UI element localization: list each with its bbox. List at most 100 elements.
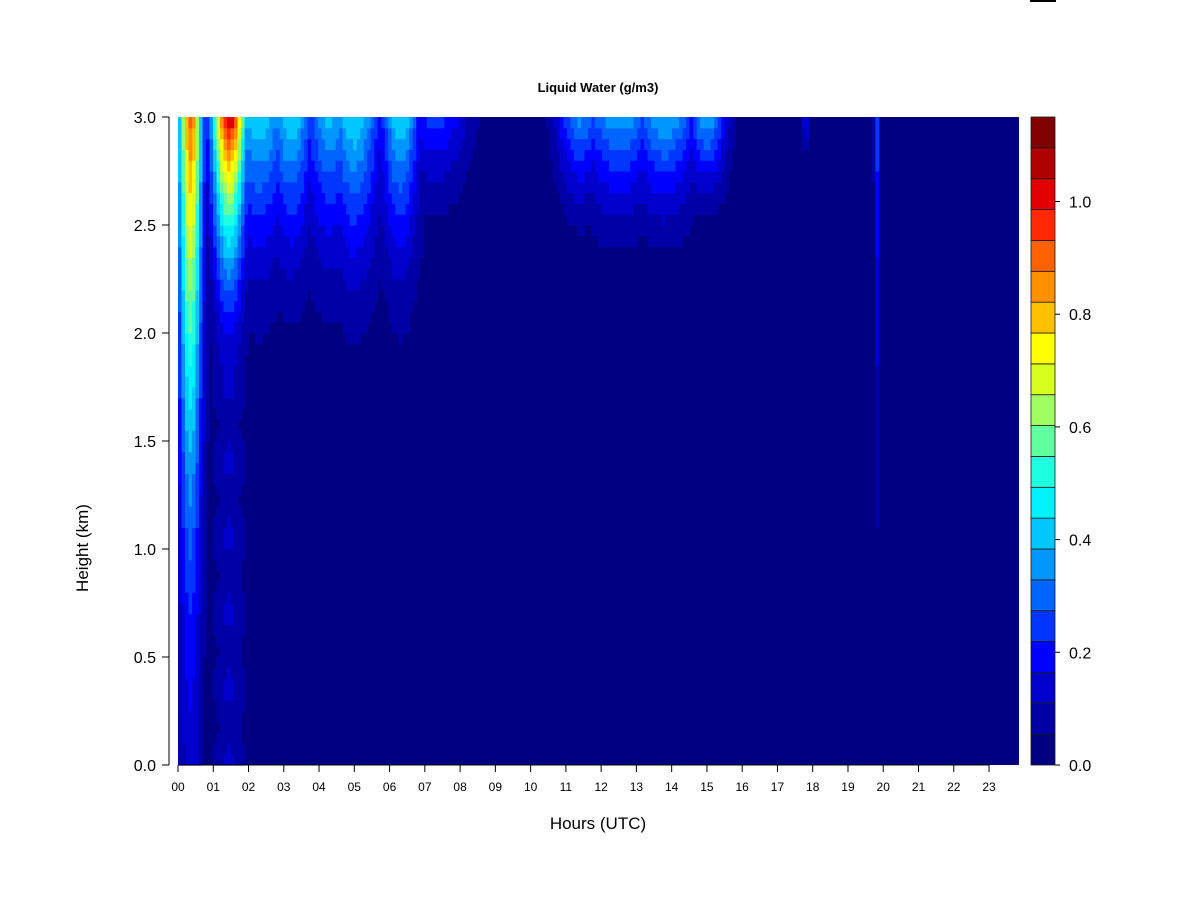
heatmap-cell xyxy=(335,279,340,291)
heatmap-cell xyxy=(700,171,705,183)
heatmap-cell xyxy=(363,311,368,323)
heatmap-cell xyxy=(328,171,333,183)
heatmap-cell xyxy=(213,333,218,345)
heatmap-cell xyxy=(875,397,880,410)
x-tick-label: 19 xyxy=(841,780,855,794)
heatmap-cell xyxy=(216,257,221,269)
heatmap-cell xyxy=(241,322,246,334)
heatmap-cell xyxy=(251,171,256,183)
heatmap-cell xyxy=(213,127,218,140)
heatmap-cell xyxy=(304,225,309,237)
heatmap-cell xyxy=(188,322,193,334)
heatmap-cell xyxy=(454,171,459,183)
heatmap-cell xyxy=(339,268,344,280)
heatmap-cell xyxy=(213,376,218,388)
heatmap-cell xyxy=(237,214,242,226)
heatmap-cell xyxy=(412,214,417,226)
heatmap-cell xyxy=(192,721,197,734)
heatmap-cell xyxy=(178,354,183,366)
heatmap-cell xyxy=(178,333,183,345)
heatmap-cell xyxy=(181,387,186,399)
heatmap-cell xyxy=(388,203,393,215)
chart-title: Liquid Water (g/m3) xyxy=(538,80,659,95)
heatmap-cell xyxy=(192,570,197,582)
heatmap-cell xyxy=(717,181,722,194)
heatmap-cell xyxy=(693,192,698,204)
heatmap-cell xyxy=(220,711,225,723)
heatmap-cell xyxy=(237,721,242,734)
heatmap-cell xyxy=(181,527,186,539)
heatmap-cell xyxy=(370,214,375,226)
heatmap-cell xyxy=(714,203,719,215)
heatmap-cell xyxy=(213,117,218,129)
heatmap-cell xyxy=(192,127,197,140)
heatmap-cell xyxy=(188,300,193,312)
heatmap-cell xyxy=(227,570,232,582)
x-tick-label: 15 xyxy=(700,780,714,794)
heatmap-cell xyxy=(805,127,810,140)
heatmap-cell xyxy=(353,311,358,323)
heatmap-cell xyxy=(689,138,694,150)
heatmap-cell xyxy=(265,214,270,226)
heatmap-cell xyxy=(440,127,445,140)
heatmap-cell xyxy=(304,246,309,258)
heatmap-cell xyxy=(202,181,207,194)
heatmap-cell xyxy=(223,160,228,172)
heatmap-cell xyxy=(220,387,225,399)
heatmap-cell xyxy=(293,181,298,194)
heatmap-cell xyxy=(468,127,473,140)
heatmap-cell xyxy=(195,181,200,194)
heatmap-cell xyxy=(679,149,684,161)
heatmap-cell xyxy=(703,171,708,183)
heatmap-cell xyxy=(395,181,400,194)
heatmap-cell xyxy=(440,203,445,215)
heatmap-cell xyxy=(623,117,628,129)
heatmap-cell xyxy=(258,192,263,204)
heatmap-cell xyxy=(353,246,358,258)
heatmap-cell xyxy=(661,225,666,237)
heatmap-cell xyxy=(290,268,295,280)
heatmap-cell xyxy=(178,721,183,734)
heatmap-cell xyxy=(363,127,368,140)
heatmap-cell xyxy=(370,181,375,194)
heatmap-cell xyxy=(405,149,410,161)
heatmap-cell xyxy=(363,257,368,269)
heatmap-cell xyxy=(227,721,232,734)
heatmap-cell xyxy=(402,257,407,269)
heatmap-cell xyxy=(409,235,414,248)
heatmap-cell xyxy=(433,117,438,129)
heatmap-cell xyxy=(658,214,663,226)
heatmap-cell xyxy=(265,289,270,302)
heatmap-cell xyxy=(637,127,642,140)
heatmap-cell xyxy=(623,138,628,150)
heatmap-cell xyxy=(192,559,197,572)
heatmap-cell xyxy=(342,300,347,312)
heatmap-cell xyxy=(237,516,242,528)
heatmap-cell xyxy=(199,149,204,161)
heatmap-cell xyxy=(689,171,694,183)
heatmap-cell xyxy=(609,127,614,140)
heatmap-cell xyxy=(307,181,312,194)
heatmap-cell xyxy=(178,192,183,204)
x-tick-label: 12 xyxy=(594,780,608,794)
heatmap-cell xyxy=(647,235,652,248)
heatmap-cell xyxy=(626,160,631,172)
heatmap-cell xyxy=(552,138,558,150)
x-tick-label: 11 xyxy=(560,780,573,794)
heatmap-cell xyxy=(875,473,880,485)
heatmap-cell xyxy=(185,505,190,518)
heatmap-cell xyxy=(195,570,200,582)
heatmap-cell xyxy=(188,721,193,734)
heatmap-cell xyxy=(304,268,309,280)
heatmap-cell xyxy=(178,473,183,485)
heatmap-cell xyxy=(398,117,403,129)
heatmap-cell xyxy=(637,117,642,129)
heatmap-cell xyxy=(185,246,190,258)
heatmap-cell xyxy=(195,473,200,485)
heatmap-cell xyxy=(556,117,561,129)
heatmap-cell xyxy=(237,581,242,593)
heatmap-cell xyxy=(244,268,249,280)
heatmap-cell xyxy=(728,117,733,129)
heatmap-cell xyxy=(875,246,880,258)
heatmap-cell xyxy=(304,127,309,140)
